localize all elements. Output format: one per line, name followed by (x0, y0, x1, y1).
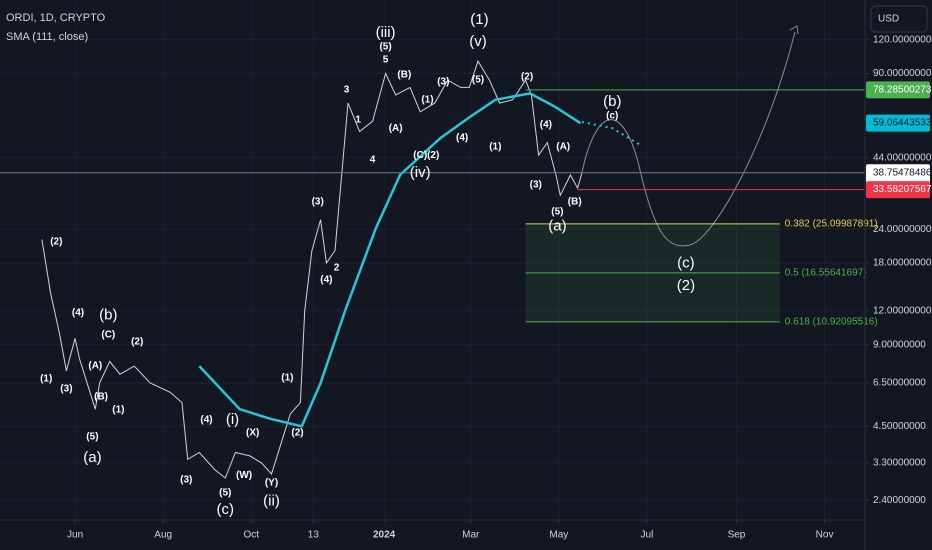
price-level-box (866, 181, 930, 199)
x-tick-label: Jul (641, 530, 654, 541)
wave-label: (Y) (265, 478, 278, 489)
fib-label: 0.618 (10.92095516) (785, 316, 878, 327)
wave-label: (1) (40, 374, 52, 385)
wave-label: (2) (427, 150, 439, 161)
wave-label: (i) (226, 411, 239, 428)
wave-label: (C) (101, 329, 115, 340)
price-level-box (866, 114, 930, 132)
y-tick-label: 6.50000000 (873, 378, 926, 389)
fib-label: 0.382 (25.09987891) (785, 219, 878, 230)
price-level-label: 33.58207567 (873, 184, 932, 195)
projection-sma (581, 121, 643, 147)
wave-label: 5 (383, 55, 389, 66)
wave-label: 1 (355, 115, 361, 126)
wave-label: (5) (86, 432, 98, 443)
wave-label: (b) (99, 307, 117, 324)
grid (0, 0, 865, 520)
x-tick-label: Mar (462, 530, 480, 541)
wave-label: (ii) (263, 493, 280, 510)
wave-label: (5) (551, 206, 563, 217)
price-level-label: 38.75478486 (873, 167, 932, 178)
wave-label: 3 (344, 85, 350, 96)
wave-label: (3) (437, 77, 449, 88)
x-tick-label: May (549, 530, 568, 541)
x-tick-label: Sep (728, 530, 746, 541)
wave-label: (B) (94, 391, 108, 402)
wave-label: (A) (389, 123, 403, 134)
x-tick-label: 2024 (373, 530, 396, 541)
wave-label: (a) (548, 218, 566, 235)
chart-subtitle: SMA (111, close) (6, 31, 88, 43)
x-tick-label: Aug (154, 530, 172, 541)
wave-label: (iii) (376, 24, 396, 41)
wave-label: 2 (334, 262, 340, 273)
y-tick-label: 44.00000000 (873, 152, 932, 163)
wave-label: (2) (131, 336, 143, 347)
wave-label: 4 (370, 155, 376, 166)
y-tick-label: 120.00000000 (873, 34, 932, 45)
wave-label: (5) (219, 487, 231, 498)
wave-label: (3) (180, 474, 192, 485)
y-tick-label: 2.40000000 (873, 495, 926, 506)
wave-label: (1) (281, 372, 293, 383)
y-tick-label: 12.00000000 (873, 305, 932, 316)
x-tick-label: Jun (67, 530, 83, 541)
y-tick-label: 90.00000000 (873, 68, 932, 79)
wave-label: (2) (50, 237, 62, 248)
y-tick-label: 9.00000000 (873, 339, 926, 350)
price-level-label: 78.28500273 (873, 85, 932, 96)
sma-line (198, 92, 582, 428)
wave-label: (4) (540, 120, 552, 131)
projection-arrow (789, 25, 799, 35)
wave-label: (2) (521, 72, 533, 83)
x-tick-label: Nov (816, 530, 834, 541)
wave-label: (1) (470, 11, 488, 28)
wave-label: (5) (472, 75, 484, 86)
wave-label: (4) (456, 133, 468, 144)
wave-label: (c) (677, 255, 695, 272)
projection-curve (581, 31, 796, 247)
wave-label: (5) (379, 42, 391, 53)
chart-title: ORDI, 1D, CRYPTO (6, 12, 106, 24)
wave-label: (iv) (410, 164, 431, 181)
y-tick-label: 4.50000000 (873, 421, 926, 432)
wave-label: (v) (469, 33, 487, 50)
x-tick-label: Oct (243, 530, 259, 541)
wave-label: (A) (88, 360, 102, 371)
wave-label: (4) (200, 415, 212, 426)
wave-label: (1) (112, 404, 124, 415)
wave-label: (A) (556, 142, 570, 153)
wave-label: (X) (246, 427, 259, 438)
wave-label: (1) (489, 142, 501, 153)
y-tick-label: 18.00000000 (873, 258, 932, 269)
x-tick-label: 13 (308, 530, 320, 541)
price-level-label: 59.06443533 (873, 118, 932, 129)
price-line (41, 59, 583, 479)
wave-label: (W) (236, 470, 252, 481)
plot: 0.382 (25.09987891) 0.5 (16.55641697) 0.61… (0, 11, 878, 518)
wave-label: (3) (60, 383, 72, 394)
currency-box[interactable] (870, 5, 928, 33)
wave-label: (b) (603, 93, 621, 110)
wave-label: (c) (606, 111, 618, 122)
y-tick-label: 3.30000000 (873, 457, 926, 468)
wave-label: (3) (312, 197, 324, 208)
wave-label: (c) (217, 501, 235, 518)
wave-label: (2) (677, 277, 695, 294)
wave-label: (1) (421, 95, 433, 106)
wave-label: (2) (291, 427, 303, 438)
wave-label: (B) (568, 197, 582, 208)
fib-label: 0.5 (16.55641697) (785, 268, 867, 279)
wave-label: (4) (72, 307, 84, 318)
wave-label: (C) (413, 150, 427, 161)
price-level-box (866, 81, 930, 99)
wave-label: (B) (397, 70, 411, 81)
wave-label: (3) (530, 180, 542, 191)
currency[interactable]: USD (878, 14, 899, 25)
y-tick-label: 24.00000000 (873, 224, 932, 235)
wave-label: (4) (320, 275, 332, 286)
wave-label: (a) (83, 449, 101, 466)
